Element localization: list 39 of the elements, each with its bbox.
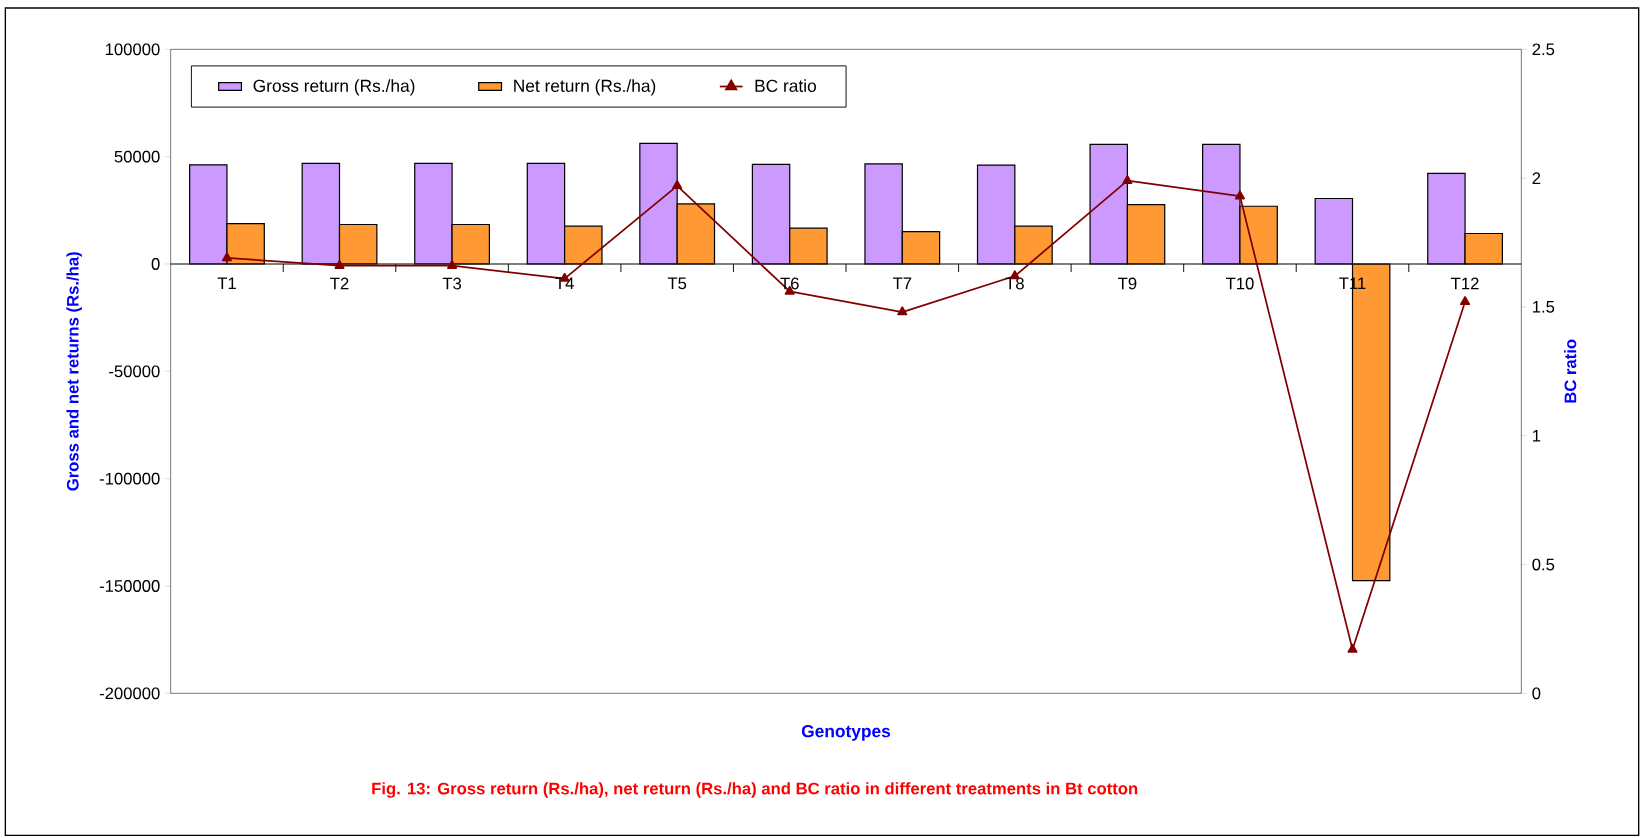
y2-tick-label: 0 — [1532, 687, 1541, 700]
y-tick-label: -100000 — [99, 472, 160, 485]
y2-tick-label: 2.5 — [1532, 43, 1555, 56]
point — [897, 306, 908, 316]
y-tick-label: 0 — [151, 258, 160, 270]
x-tick-label: T6 — [780, 277, 799, 290]
y-tick-label: 100000 — [105, 43, 160, 56]
y2-tick-label: 2 — [1532, 172, 1541, 184]
point — [221, 252, 232, 262]
point — [447, 260, 458, 269]
y2-tick-label: 1.5 — [1533, 301, 1555, 313]
x-tick-label: T11 — [1339, 277, 1366, 290]
x-tick-label: T12 — [1451, 277, 1479, 290]
legend-label: Net return (Rs./ha) — [514, 79, 656, 96]
y-tick-label: 50000 — [114, 150, 160, 163]
x-tick-label: T2 — [330, 277, 349, 290]
x-tick-label: T3 — [442, 277, 462, 290]
x-axis-title: Genotypes — [801, 725, 891, 741]
x-tick-label: T10 — [1225, 277, 1254, 290]
point — [1460, 296, 1471, 306]
legend-label: Gross return (Rs./ha) — [253, 79, 415, 96]
point — [672, 180, 683, 190]
y-tick-label: -50000 — [109, 365, 160, 378]
legend-label: BC ratio — [755, 79, 816, 92]
y-tick-label: -200000 — [99, 687, 160, 700]
caption: Fig. 13: Gross return (Rs./ha), net return (Rs./ha) and BC ratio in different treatments in Bt cotton — [372, 782, 1138, 798]
x-tick-label: T9 — [1118, 277, 1137, 290]
y2-axis-title: BC ratio — [1564, 339, 1577, 403]
x-tick-label: T1 — [217, 277, 236, 290]
point — [1122, 175, 1133, 184]
y-tick-label: -150000 — [99, 580, 160, 592]
x-tick-label: T7 — [892, 277, 912, 290]
y2-tick-label: 1 — [1533, 429, 1541, 442]
point — [1347, 643, 1358, 653]
y-axis-title: Gross and net returns (Rs./ha) — [66, 252, 82, 491]
point — [1234, 190, 1245, 200]
x-tick-label: T5 — [667, 277, 687, 290]
y2-tick-label: 0.5 — [1532, 558, 1555, 571]
point — [334, 260, 345, 269]
